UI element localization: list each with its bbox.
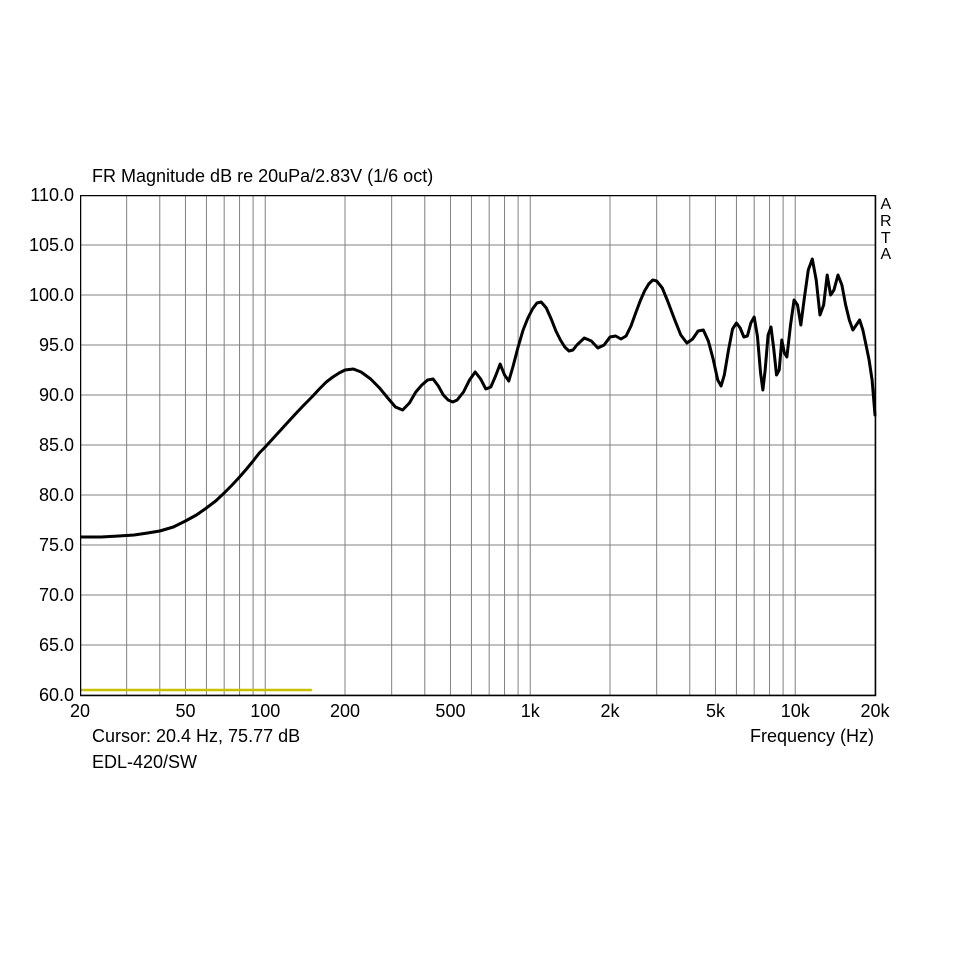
x-tick-label: 2k <box>600 701 619 722</box>
y-tick-label: 90.0 <box>20 385 74 406</box>
y-tick-label: 105.0 <box>20 235 74 256</box>
y-tick-label: 65.0 <box>20 635 74 656</box>
plot-area <box>80 195 877 697</box>
x-tick-label: 1k <box>521 701 540 722</box>
x-tick-label: 100 <box>250 701 280 722</box>
y-tick-label: 100.0 <box>20 285 74 306</box>
x-axis-label: Frequency (Hz) <box>750 726 874 747</box>
device-label: EDL-420/SW <box>92 752 197 773</box>
x-tick-label: 20 <box>70 701 90 722</box>
x-tick-label: 5k <box>706 701 725 722</box>
y-tick-label: 75.0 <box>20 535 74 556</box>
arta-watermark: ARTA <box>880 197 892 264</box>
x-tick-label: 50 <box>175 701 195 722</box>
y-tick-label: 85.0 <box>20 435 74 456</box>
x-tick-label: 20k <box>860 701 889 722</box>
chart-title: FR Magnitude dB re 20uPa/2.83V (1/6 oct) <box>92 166 433 187</box>
x-tick-label: 500 <box>435 701 465 722</box>
y-tick-label: 60.0 <box>20 685 74 706</box>
x-tick-label: 200 <box>330 701 360 722</box>
y-tick-label: 95.0 <box>20 335 74 356</box>
y-tick-label: 80.0 <box>20 485 74 506</box>
y-tick-label: 110.0 <box>20 185 74 206</box>
y-tick-label: 70.0 <box>20 585 74 606</box>
chart-container: FR Magnitude dB re 20uPa/2.83V (1/6 oct)… <box>0 0 960 960</box>
x-tick-label: 10k <box>781 701 810 722</box>
cursor-readout: Cursor: 20.4 Hz, 75.77 dB <box>92 726 300 747</box>
